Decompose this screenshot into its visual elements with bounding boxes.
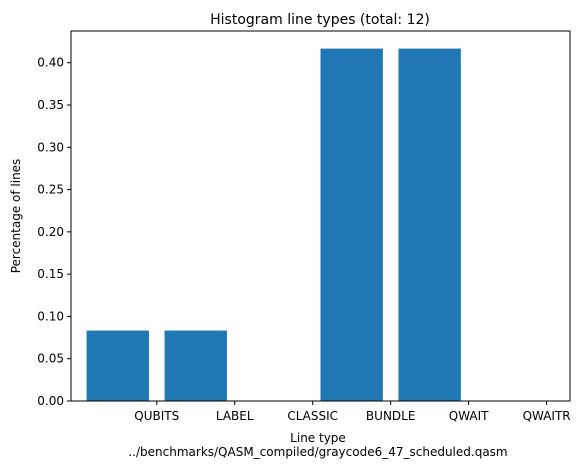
x-axis-label: Line type	[290, 431, 346, 445]
y-tick-label: 0.00	[37, 394, 64, 408]
bar-qubits	[86, 330, 149, 401]
chart-title: Histogram line types (total: 12)	[210, 12, 430, 28]
bar-bundle	[320, 48, 383, 402]
x-axis-sublabel: ../benchmarks/QASM_compiled/graycode6_47…	[128, 445, 507, 459]
x-tick-label-label: LABEL	[216, 409, 254, 423]
y-tick-label: 0.40	[37, 56, 64, 70]
x-tick-label-qubits: QUBITS	[134, 409, 179, 423]
y-tick-label: 0.30	[37, 140, 64, 154]
x-tick-label-bundle: BUNDLE	[366, 409, 416, 423]
x-tick-label-qwait: QWAIT	[449, 409, 489, 423]
plot-frame	[70, 30, 571, 402]
y-axis-label: Percentage of lines	[9, 159, 23, 274]
x-ticks-group: QUBITS LABEL CLASSIC BUNDLE QWAIT QWAITR	[134, 401, 571, 423]
bars-group	[86, 48, 461, 402]
y-ticks-group: 0.00 0.05 0.10 0.15 0.20 0.25 0.30 0.35 0.40	[37, 56, 71, 408]
bar-qwait	[398, 48, 461, 402]
bar-label	[164, 330, 227, 401]
y-tick-label: 0.25	[37, 183, 64, 197]
y-tick-label: 0.20	[37, 225, 64, 239]
x-tick-label-qwaitr: QWAITR	[523, 409, 571, 423]
y-tick-label: 0.10	[37, 309, 64, 323]
y-tick-label: 0.35	[37, 98, 64, 112]
y-tick-label: 0.15	[37, 267, 64, 281]
x-tick-label-classic: CLASSIC	[287, 409, 338, 423]
y-tick-label: 0.05	[37, 352, 64, 366]
